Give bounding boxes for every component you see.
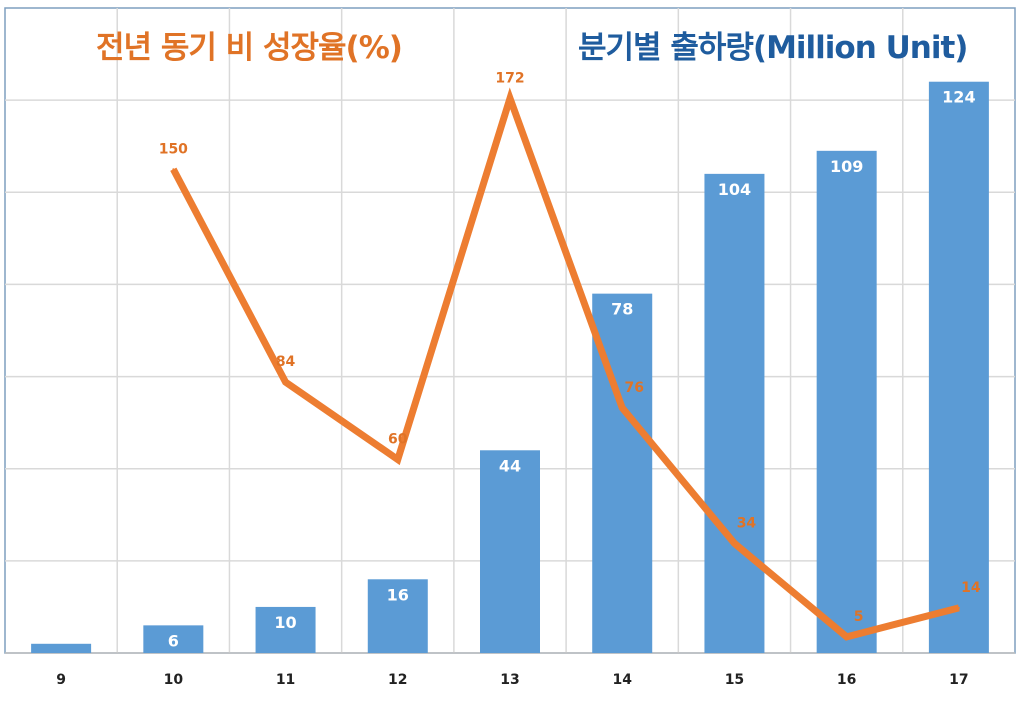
line-label: 5 [854, 609, 864, 625]
bar-12 [367, 579, 428, 653]
x-tick-label: 13 [500, 672, 519, 688]
line-point [396, 458, 399, 461]
x-tick-label: 12 [388, 672, 407, 688]
line-point [284, 381, 287, 384]
x-tick-label: 16 [837, 672, 856, 688]
bar-11 [255, 606, 316, 653]
bar-series-title: 분기별 출하량(Million Unit) [578, 30, 968, 66]
x-tick-label: 15 [725, 672, 744, 688]
line-point [172, 168, 175, 171]
x-tick-label: 10 [164, 672, 184, 688]
bar-9 [31, 643, 92, 653]
line-label: 84 [276, 354, 296, 370]
line-label: 14 [961, 580, 981, 596]
bar-label: 78 [611, 300, 633, 319]
x-tick-label: 14 [612, 672, 632, 688]
line-label: 172 [495, 70, 524, 86]
line-point [733, 542, 736, 545]
x-tick-label: 9 [56, 672, 66, 688]
bar-17 [928, 81, 989, 653]
bar-label: 109 [830, 157, 863, 176]
bar-label: 10 [274, 613, 296, 632]
bar-label: 6 [168, 631, 179, 650]
x-tick-label: 17 [949, 672, 968, 688]
line-label: 60 [388, 432, 408, 448]
line-point [957, 606, 960, 609]
bar-16 [816, 150, 877, 654]
line-label: 150 [159, 141, 188, 157]
x-tick-label: 11 [276, 672, 295, 688]
bar-label: 16 [387, 585, 409, 604]
line-point [509, 97, 511, 100]
line-label: 34 [737, 515, 757, 531]
bar-10 [143, 625, 204, 653]
line-point [845, 635, 848, 638]
bar-label: 104 [718, 180, 751, 199]
bar-label: 44 [499, 456, 521, 475]
bar-15 [704, 173, 765, 653]
bar-label: 124 [942, 88, 975, 107]
line-series-title: 전년 동기 비 성장율(%) [96, 30, 403, 66]
line-point [621, 406, 624, 409]
bar-13 [480, 450, 540, 653]
line-label: 76 [624, 380, 643, 396]
growth-line [170, 87, 960, 641]
